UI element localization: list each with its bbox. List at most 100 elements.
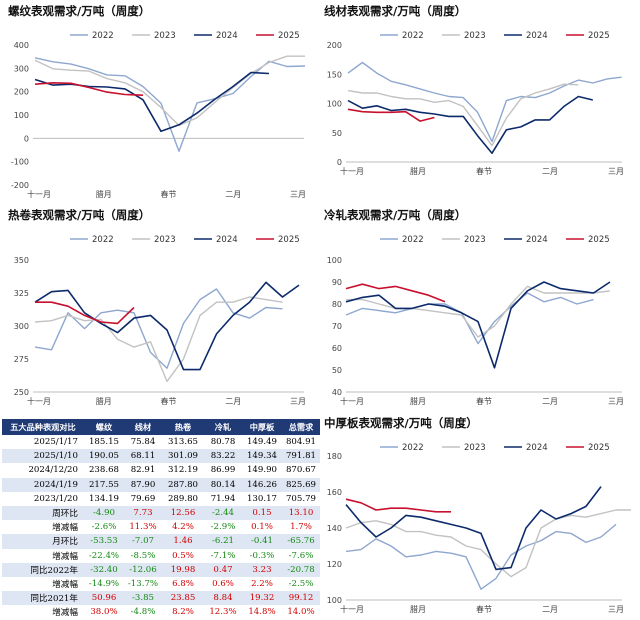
table-cell: -2.9% — [210, 522, 236, 533]
table-row-label: 2024/1/19 — [2, 477, 84, 492]
table-cell: -2.44 — [204, 505, 242, 521]
table-cell: 705.79 — [285, 493, 317, 504]
table-cell: 0.47 — [204, 562, 242, 577]
series-line-2023 — [345, 509, 631, 578]
x-tick-label: 二月 — [542, 167, 558, 176]
y-tick-label: 400 — [14, 41, 29, 50]
x-tick-label: 二月 — [225, 190, 241, 199]
table-header-cell: 热卷 — [162, 419, 204, 435]
x-tick-label: 二月 — [225, 397, 241, 406]
table-cell: -22.4% — [88, 550, 120, 561]
table-row: 2025/1/10 190.05 68.11 301.09 83.22 149.34 791… — [2, 449, 320, 464]
table-cell: 19.98 — [162, 562, 204, 577]
x-tick-label: 腊月 — [410, 397, 426, 406]
table-cell: 238.68 — [88, 465, 120, 476]
x-tick-label: 腊月 — [96, 190, 112, 199]
y-tick-label: -100 — [11, 158, 29, 167]
y-tick-label: 200 — [14, 88, 29, 97]
summary-table-wrapper: 五大品种表观对比 螺纹 线材 热卷 冷轧 中厚板 总需求 2025/1/17 185.15 75… — [2, 419, 320, 619]
table-cell: -2.5% — [288, 578, 314, 589]
y-tick-label: 100 — [327, 596, 342, 605]
x-tick-label: 十一月 — [27, 189, 51, 199]
legend-label-2024: 2024 — [526, 235, 548, 245]
table-row: 同比2021年 50.96 -3.85 23.85 8.84 19.32 99.12 — [2, 591, 320, 606]
table-cell: -12.06 — [124, 562, 162, 577]
legend-label-2022: 2022 — [402, 31, 424, 41]
table-row: 2023/1/20 134.19 79.69 289.80 71.94 130.17 705… — [2, 492, 320, 506]
x-tick-label: 十一月 — [340, 166, 364, 176]
table-cell: 75.84 — [130, 437, 156, 448]
y-tick-label: 325 — [14, 289, 29, 298]
table-cell: 287.80 — [162, 477, 204, 492]
x-tick-label: 腊月 — [410, 605, 426, 614]
table-header-cell: 螺纹 — [84, 419, 124, 435]
table-header-cell: 中厚板 — [242, 419, 282, 435]
y-tick-label: 150 — [327, 70, 342, 79]
series-line-2024 — [345, 281, 611, 369]
table-cell: -32.40 — [84, 562, 124, 577]
legend-label-2023: 2023 — [154, 235, 176, 245]
plate-chart-title: 中厚板表观需求/万吨（周度） — [324, 416, 478, 430]
y-tick-label: 0 — [24, 134, 29, 143]
table-cell: -7.07 — [124, 534, 162, 549]
table-header-cell: 线材 — [124, 419, 162, 435]
legend-label-2023: 2023 — [464, 31, 486, 41]
y-tick-label: 80 — [332, 300, 342, 309]
y-tick-label: -200 — [11, 181, 29, 190]
series-line-2023 — [346, 285, 611, 338]
x-tick-label: 春节 — [476, 604, 492, 614]
table-cell: 312.19 — [167, 465, 199, 476]
legend-label-2022: 2022 — [402, 443, 424, 453]
y-tick-label: 200 — [327, 41, 342, 50]
table-row-label: 周环比 — [2, 505, 84, 521]
table-cell: 313.65 — [167, 437, 199, 448]
x-tick-label: 二月 — [542, 605, 558, 614]
table-cell: 134.19 — [88, 493, 120, 504]
table-cell: 80.78 — [210, 437, 236, 448]
x-tick-label: 春节 — [161, 396, 177, 406]
table-cell: -4.90 — [84, 505, 124, 521]
table-cell: 2.2% — [251, 578, 273, 589]
series-line-2025 — [34, 82, 144, 96]
x-tick-label: 十一月 — [340, 604, 364, 614]
y-tick-label: 120 — [327, 560, 342, 569]
legend-label-2025: 2025 — [278, 31, 300, 41]
table-row-label: 增减幅 — [52, 608, 78, 619]
table-cell: 99.12 — [282, 591, 320, 606]
table-header-cell: 总需求 — [282, 419, 320, 435]
x-tick-label: 十一月 — [27, 396, 51, 406]
legend-label-2022: 2022 — [92, 235, 114, 245]
table-cell: 0.5% — [172, 550, 194, 561]
y-tick-label: 300 — [14, 322, 29, 331]
table-row: 2024/1/19 217.55 87.90 287.80 80.14 146.26 825… — [2, 477, 320, 492]
legend-label-2025: 2025 — [588, 31, 610, 41]
table-cell: -20.78 — [282, 562, 320, 577]
table-row-label: 2025/1/10 — [2, 449, 84, 464]
legend-label-2024: 2024 — [216, 235, 238, 245]
table-row: 增减幅 -14.9% -13.7% 6.8% 0.6% 2.2% -2.5% — [2, 577, 320, 591]
series-line-2022 — [345, 523, 617, 590]
table-row: 增减幅 38.0% -4.8% 8.2% 12.3% 14.8% 14.0% — [2, 605, 320, 619]
x-tick-label: 春节 — [476, 396, 492, 406]
table-cell: 50.96 — [84, 591, 124, 606]
table-cell: 87.90 — [124, 477, 162, 492]
table-cell: 149.49 — [246, 437, 278, 448]
table-cell: -2.6% — [91, 522, 117, 533]
series-line-2023 — [347, 83, 579, 147]
table-cell: 149.90 — [246, 465, 278, 476]
table-header-cell: 五大品种表观对比 — [2, 419, 84, 435]
table-row: 增减幅 -2.6% 11.3% 4.2% -2.9% 0.1% 1.7% — [2, 520, 320, 534]
legend-label-2022: 2022 — [402, 235, 424, 245]
y-tick-label: 160 — [327, 488, 342, 497]
table-row-label: 同比2022年 — [2, 562, 84, 577]
table-cell: 79.69 — [130, 493, 156, 504]
table-cell: -0.41 — [242, 534, 282, 549]
table-cell: 804.91 — [285, 437, 317, 448]
table-cell: 8.84 — [204, 591, 242, 606]
table-cell: 1.7% — [290, 522, 312, 533]
table-cell: -3.85 — [124, 591, 162, 606]
table-row-label: 增减幅 — [52, 551, 78, 562]
y-tick-label: 60 — [332, 344, 342, 353]
y-tick-label: 140 — [327, 524, 342, 533]
table-row-label: 月环比 — [2, 534, 84, 549]
